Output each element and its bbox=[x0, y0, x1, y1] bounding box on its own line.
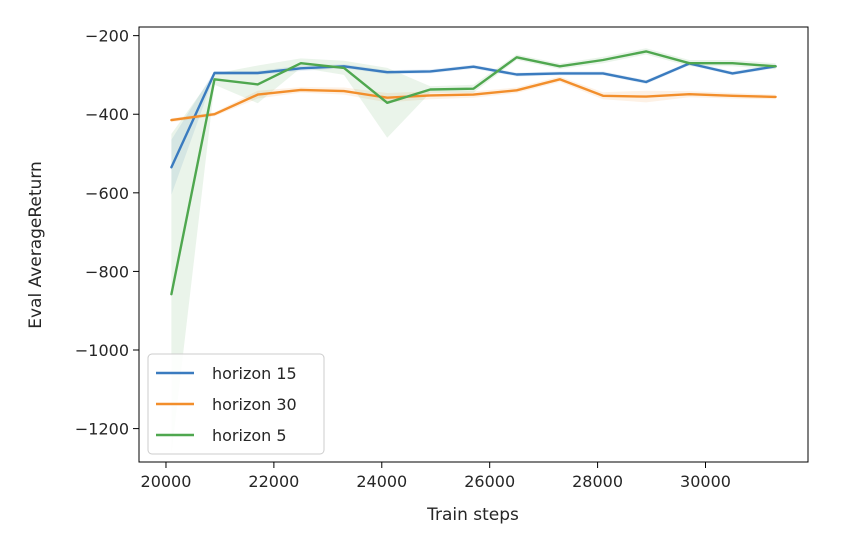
y-tick-label: −800 bbox=[85, 262, 129, 281]
plot-frame bbox=[138, 26, 809, 463]
x-axis: 20000 22000 24000 26000 28000 30000 bbox=[141, 462, 731, 491]
legend-label-2: horizon 30 bbox=[212, 395, 297, 414]
legend-label-1: horizon 15 bbox=[212, 364, 297, 383]
y-tick-label: −200 bbox=[85, 27, 129, 46]
x-axis-label: Train steps bbox=[426, 505, 519, 525]
legend-box bbox=[147, 353, 325, 455]
line-series-1 bbox=[170, 62, 777, 169]
x-tick-label: 28000 bbox=[572, 472, 623, 491]
y-tick-label: −1200 bbox=[75, 420, 129, 439]
band-series-3 bbox=[171, 48, 776, 455]
y-axis: −200 −400 −600 −800 −1000 −1200 bbox=[75, 27, 139, 439]
line-series-2 bbox=[170, 78, 777, 122]
x-tick-label: 20000 bbox=[141, 472, 192, 491]
y-tick-label: −1000 bbox=[75, 341, 129, 360]
legend-label-3: horizon 5 bbox=[212, 426, 287, 445]
band-series-2 bbox=[171, 76, 776, 123]
series-lines bbox=[170, 50, 777, 296]
y-axis-label: Eval AverageReturn bbox=[26, 161, 46, 329]
confidence-bands bbox=[171, 48, 776, 455]
legend: horizon 15 horizon 30 horizon 5 bbox=[147, 353, 325, 455]
y-tick-label: −600 bbox=[85, 184, 129, 203]
x-tick-label: 30000 bbox=[680, 472, 731, 491]
x-tick-label: 26000 bbox=[464, 472, 515, 491]
line-series-3 bbox=[170, 50, 777, 296]
x-tick-label: 22000 bbox=[248, 472, 299, 491]
x-tick-label: 24000 bbox=[356, 472, 407, 491]
y-tick-label: −400 bbox=[85, 105, 129, 124]
